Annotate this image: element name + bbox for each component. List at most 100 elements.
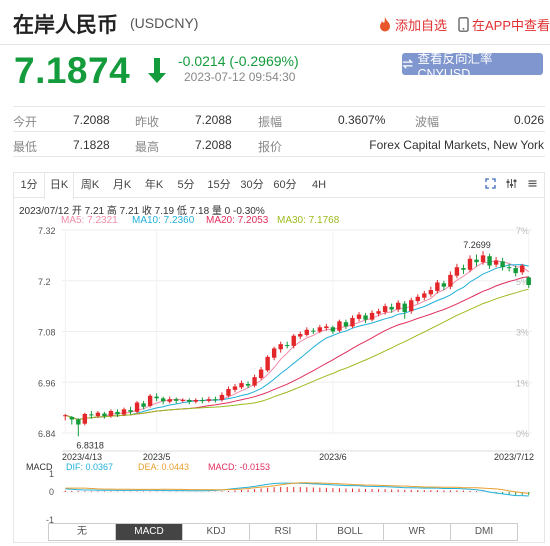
candle-body xyxy=(454,267,460,276)
indicator-tab-3[interactable]: RSI xyxy=(250,524,317,540)
stat-label: 最高 xyxy=(135,140,160,154)
candle-body xyxy=(180,400,185,402)
reverse-rate-button[interactable]: 查看反向汇率 CNYUSD xyxy=(402,52,543,81)
candle-body xyxy=(526,277,531,285)
candle-body xyxy=(311,330,316,332)
candle-body xyxy=(291,335,296,346)
candle-body xyxy=(219,394,225,401)
settings-icon[interactable] xyxy=(506,178,517,189)
stats-row: 最低 7.1828 最高 7.2088 报价 Forex Capital Mar… xyxy=(13,132,545,157)
chart-tools xyxy=(485,178,538,189)
flame-icon xyxy=(380,17,390,32)
phone-icon xyxy=(458,17,469,32)
indicator-tab-0[interactable]: 无 xyxy=(49,524,116,540)
down-arrow-icon xyxy=(148,58,166,83)
pct-tick-label: 3% xyxy=(516,328,529,338)
indicator-tab-2[interactable]: KDJ xyxy=(183,524,250,540)
period-tabs: 1分 日K 周K 月K 年K 5分 15分 30分 60分 4H xyxy=(14,173,544,199)
candle-body xyxy=(69,416,74,420)
swap-icon xyxy=(402,59,414,69)
add-watchlist-button[interactable]: 添加自选 xyxy=(378,15,447,34)
tab-8[interactable]: 60分 xyxy=(273,179,297,191)
candle-body xyxy=(435,282,440,291)
tab-1[interactable]: 日K xyxy=(44,173,74,199)
pct-tick-label: 0% xyxy=(516,429,529,439)
x-tick-label: 2023/5 xyxy=(143,452,171,462)
candle-body xyxy=(174,399,179,401)
y-tick-label: 7.2 xyxy=(38,277,51,287)
tab-3[interactable]: 月K xyxy=(112,179,132,191)
tab-6[interactable]: 15分 xyxy=(207,179,231,191)
indicator-tab-5[interactable]: WR xyxy=(384,524,451,540)
candle-body xyxy=(213,399,218,401)
candle-body xyxy=(428,290,434,295)
candle-body xyxy=(141,403,146,407)
indicator-tabs: 无 MACD KDJ RSI BOLL WR DMI xyxy=(48,523,518,541)
stat-value: 0.3607% xyxy=(338,113,386,127)
indicator-tab-1[interactable]: MACD xyxy=(116,524,183,540)
indicator-tab-4[interactable]: BOLL xyxy=(317,524,384,540)
stat-label: 振幅 xyxy=(258,115,283,129)
pct-tick-label: 7% xyxy=(516,226,529,236)
candle-body xyxy=(350,317,355,327)
candle-body xyxy=(63,415,68,417)
candle-body xyxy=(376,311,381,314)
candle-body xyxy=(82,413,88,424)
ma20-line xyxy=(65,276,529,421)
tab-0[interactable]: 1分 xyxy=(20,179,38,191)
tab-7[interactable]: 30分 xyxy=(240,179,264,191)
candle-body xyxy=(245,383,251,386)
candle-body xyxy=(389,306,394,310)
dif-label: DIF: 0.0367 xyxy=(66,462,113,472)
candle-body xyxy=(115,411,120,415)
candle-body xyxy=(167,399,172,402)
dea-line xyxy=(65,482,529,494)
stat-label: 波幅 xyxy=(415,115,440,129)
y-tick-label: 6.84 xyxy=(38,429,56,439)
candle-body xyxy=(461,268,466,270)
fullscreen-icon[interactable] xyxy=(485,178,496,189)
indicator-tab-6[interactable]: DMI xyxy=(451,524,517,540)
candle-body xyxy=(193,400,199,402)
tab-5[interactable]: 5分 xyxy=(177,179,195,191)
candle-body xyxy=(487,256,492,266)
y-tick-label: 6.96 xyxy=(38,378,56,388)
reverse-rate-label: 查看反向汇率 CNYUSD xyxy=(417,51,493,81)
stat-value: 0.026 xyxy=(513,113,544,127)
y-tick-label: 7.32 xyxy=(38,226,56,236)
stat-value: 7.2088 xyxy=(195,138,232,152)
candle-body xyxy=(95,412,101,417)
candle-body xyxy=(317,327,323,332)
stat-value: 7.2088 xyxy=(73,113,110,127)
candle-body xyxy=(415,296,420,302)
candle-body xyxy=(369,312,375,320)
stat-label: 报价 xyxy=(258,140,283,154)
candle-body xyxy=(271,348,277,358)
open-app-button[interactable]: 在APP中查看 xyxy=(458,15,550,34)
max-price-label: 7.2699 xyxy=(463,240,491,250)
candle-body xyxy=(343,322,349,327)
ma30-line xyxy=(65,288,529,421)
x-tick-label: 2023/7/12 xyxy=(494,452,534,462)
tab-9[interactable]: 4H xyxy=(311,179,327,191)
candle-body xyxy=(285,345,290,347)
macd-value-label: MACD: -0.0153 xyxy=(208,462,270,472)
more-icon[interactable] xyxy=(527,178,538,189)
candle-body xyxy=(206,399,212,401)
macd-tick-label: 0 xyxy=(49,487,54,497)
stats-row: 今开 7.2088 昨收 7.2088 振幅 0.3607% 波幅 0.026 xyxy=(13,107,545,132)
candle-body xyxy=(474,259,479,263)
ma30-label: MA30: 7.1768 xyxy=(277,215,340,226)
min-price-label: 6.8318 xyxy=(76,440,104,450)
tab-4[interactable]: 年K xyxy=(144,179,164,191)
symbol-code: (USDCNY) xyxy=(130,15,199,31)
stat-value: 7.1828 xyxy=(73,138,110,152)
candle-body xyxy=(441,283,447,287)
candle-body xyxy=(239,383,244,388)
candle-body xyxy=(102,413,107,417)
candle-body xyxy=(226,389,231,396)
tab-2[interactable]: 周K xyxy=(80,179,100,191)
candle-body xyxy=(252,377,257,386)
current-price: 7.1874 xyxy=(14,50,131,91)
